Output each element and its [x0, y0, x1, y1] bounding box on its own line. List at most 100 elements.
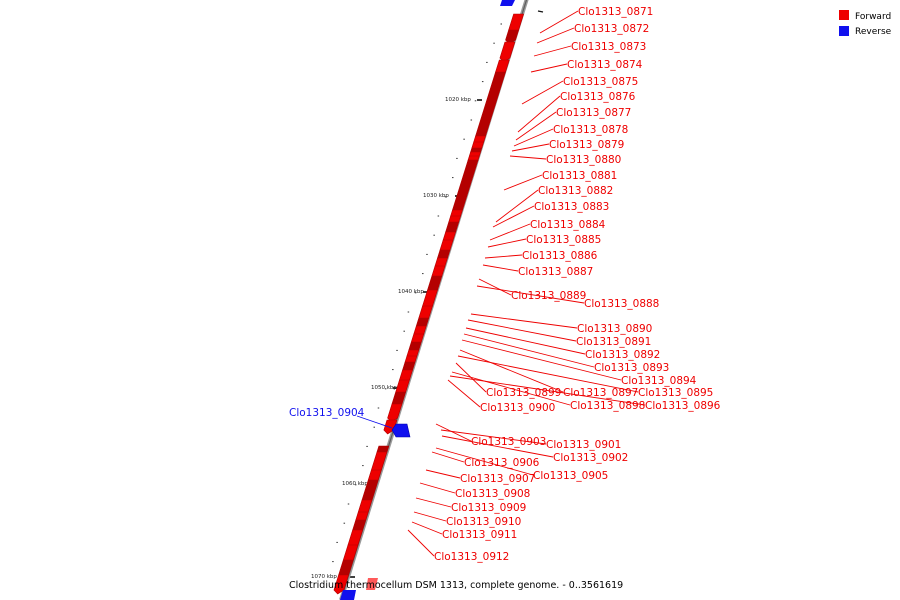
- gene-label[interactable]: Clo1313_0909: [451, 502, 526, 514]
- label-leader-line: [435, 423, 472, 442]
- label-leader-line: [463, 333, 595, 368]
- gene-label[interactable]: Clo1313_0898: [570, 400, 645, 412]
- genome-caption: Clostridium thermocellum DSM 1313, compl…: [289, 580, 623, 591]
- gene-label[interactable]: Clo1313_0896: [645, 400, 721, 412]
- gene-label[interactable]: Clo1313_0906: [464, 457, 540, 469]
- label-leader-line: [521, 80, 564, 105]
- label-leader-line: [478, 278, 512, 296]
- gene-arrow-forward[interactable]: [366, 578, 378, 590]
- gene-label[interactable]: Clo1313_0892: [585, 349, 660, 361]
- label-leader-line: [465, 327, 586, 355]
- label-leader-line: [489, 223, 531, 241]
- label-leader-line: [513, 128, 554, 147]
- gene-label[interactable]: Clo1313_0880: [546, 154, 621, 166]
- label-leader-line: [484, 254, 523, 259]
- gene-label[interactable]: Clo1313_0905: [533, 470, 608, 482]
- label-leader-line: [440, 429, 547, 445]
- label-leader-line: [407, 529, 435, 557]
- gene-label[interactable]: Clo1313_0904: [289, 407, 365, 419]
- legend-label-forward: Forward: [855, 12, 891, 22]
- gene-arrow-forward[interactable]: [452, 159, 479, 215]
- gene-label[interactable]: Clo1313_0875: [563, 76, 638, 88]
- gene-label[interactable]: Clo1313_0911: [442, 529, 517, 541]
- legend-swatch-reverse: [839, 26, 849, 36]
- label-leader-line: [419, 482, 456, 494]
- label-leader-line: [533, 45, 572, 57]
- gene-label[interactable]: Clo1313_0873: [571, 41, 646, 53]
- label-leader-line: [530, 63, 568, 73]
- gene-label[interactable]: Clo1313_0894: [621, 375, 697, 387]
- label-leader-line: [515, 111, 557, 141]
- gene-label[interactable]: Clo1313_0902: [553, 452, 628, 464]
- label-leader-line: [447, 379, 481, 408]
- gene-label[interactable]: Clo1313_0883: [534, 201, 609, 213]
- gene-label[interactable]: Clo1313_0901: [546, 439, 621, 451]
- label-leader-line: [441, 435, 554, 458]
- label-leader-line: [509, 155, 547, 160]
- gene-label[interactable]: Clo1313_0876: [560, 91, 636, 103]
- label-leader-line: [511, 143, 550, 152]
- gene-label[interactable]: Clo1313_0874: [567, 59, 643, 71]
- gene-label[interactable]: Clo1313_0912: [434, 551, 509, 563]
- tick-label: 1050 kbp: [371, 385, 397, 391]
- label-leader-line: [425, 469, 461, 479]
- label-leader-line: [461, 339, 622, 381]
- legend-swatch-forward: [839, 10, 849, 20]
- gene-arrow-reverse[interactable]: [340, 590, 356, 600]
- gene-label[interactable]: Clo1313_0895: [638, 387, 713, 399]
- label-leader-line: [492, 205, 535, 228]
- label-leader-line: [467, 319, 577, 342]
- gene-arrow-forward[interactable]: [499, 41, 516, 63]
- label-leader-line: [415, 497, 452, 508]
- label-leader-line: [431, 451, 465, 463]
- gene-label[interactable]: Clo1313_0879: [549, 139, 624, 151]
- gene-features: [333, 0, 525, 600]
- tick-label: 1040 kbp: [398, 289, 424, 295]
- label-leader-line: [517, 95, 561, 133]
- gene-label[interactable]: Clo1313_0908: [455, 488, 530, 500]
- gene-label[interactable]: Clo1313_0907: [460, 473, 535, 485]
- gene-label[interactable]: Clo1313_0887: [518, 266, 593, 278]
- label-leader-line: [411, 521, 443, 535]
- label-leader-line: [495, 189, 539, 223]
- gene-label[interactable]: Clo1313_0893: [594, 362, 669, 374]
- gene-label[interactable]: Clo1313_0885: [526, 234, 601, 246]
- label-leader-line: [413, 511, 447, 522]
- gene-label[interactable]: Clo1313_0890: [577, 323, 652, 335]
- gene-arrow-forward[interactable]: [475, 71, 506, 141]
- label-leader-line: [435, 447, 534, 476]
- gene-label[interactable]: Clo1313_0899: [486, 387, 561, 399]
- gene-label[interactable]: Clo1313_0888: [584, 298, 659, 310]
- gene-label[interactable]: Clo1313_0871: [578, 6, 653, 18]
- gene-label[interactable]: Clo1313_0884: [530, 219, 606, 231]
- label-leader-line: [487, 238, 527, 248]
- gene-label[interactable]: Clo1313_0903: [471, 436, 546, 448]
- label-leader-line: [451, 371, 571, 406]
- label-leader-line: [536, 27, 575, 44]
- gene-label[interactable]: Clo1313_0886: [522, 250, 598, 262]
- scale-ticks: 1020 kbp 1030 kbp 1040 kbp 1050 kbp 1060 kbp…: [311, 10, 544, 580]
- tick-label: 1060 kbp: [342, 481, 368, 487]
- gene-label[interactable]: Clo1313_0891: [576, 336, 651, 348]
- gene-label[interactable]: Clo1313_0877: [556, 107, 631, 119]
- gene-label[interactable]: Clo1313_0910: [446, 516, 521, 528]
- gene-arrow-reverse[interactable]: [500, 0, 515, 6]
- gene-label[interactable]: Clo1313_0878: [553, 124, 628, 136]
- label-leader-line: [459, 349, 564, 393]
- gene-arrow-forward[interactable]: [333, 574, 350, 595]
- label-leader-line: [470, 313, 578, 329]
- label-leader-lines: [356, 10, 646, 557]
- gene-label[interactable]: Clo1313_0897: [563, 387, 638, 399]
- gene-label[interactable]: Clo1313_0900: [480, 402, 555, 414]
- label-leader-line: [503, 174, 543, 191]
- gene-label[interactable]: Clo1313_0881: [542, 170, 617, 182]
- gene-label[interactable]: Clo1313_0872: [574, 23, 649, 35]
- label-leader-line: [476, 285, 585, 304]
- gene-label[interactable]: Clo1313_0889: [511, 290, 586, 302]
- tick-label: 1070 kbp: [311, 574, 337, 580]
- gene-label[interactable]: Clo1313_0882: [538, 185, 613, 197]
- legend-label-reverse: Reverse: [855, 27, 892, 37]
- gene-arrow-reverse[interactable]: [391, 423, 411, 438]
